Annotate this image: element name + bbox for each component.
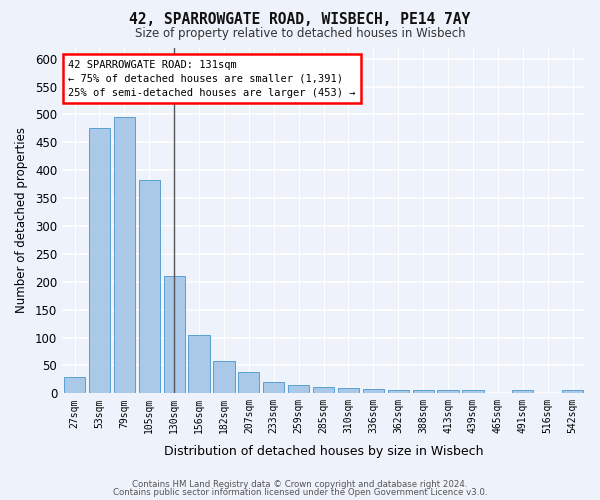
Bar (263, 382, 284, 394)
Bar (338, 388, 359, 394)
Bar (388, 390, 409, 394)
Text: Contains HM Land Registry data © Crown copyright and database right 2024.: Contains HM Land Registry data © Crown c… (132, 480, 468, 489)
X-axis label: Distribution of detached houses by size in Wisbech: Distribution of detached houses by size … (164, 444, 483, 458)
Bar (313, 386, 334, 394)
Bar (114, 117, 135, 394)
Bar (288, 386, 309, 394)
Bar (139, 180, 160, 394)
Bar (463, 390, 484, 394)
Text: Size of property relative to detached houses in Wisbech: Size of property relative to detached ho… (134, 28, 466, 40)
Bar (238, 372, 259, 394)
Bar (437, 390, 458, 394)
Bar (89, 128, 110, 394)
Bar (188, 336, 209, 394)
Bar (363, 389, 384, 394)
Bar (164, 276, 185, 394)
Text: Contains public sector information licensed under the Open Government Licence v3: Contains public sector information licen… (113, 488, 487, 497)
Text: 42, SPARROWGATE ROAD, WISBECH, PE14 7AY: 42, SPARROWGATE ROAD, WISBECH, PE14 7AY (130, 12, 470, 28)
Y-axis label: Number of detached properties: Number of detached properties (15, 128, 28, 314)
Bar (562, 390, 583, 394)
Bar (214, 362, 235, 394)
Bar (64, 376, 85, 394)
Bar (512, 390, 533, 394)
Text: 42 SPARROWGATE ROAD: 131sqm
← 75% of detached houses are smaller (1,391)
25% of : 42 SPARROWGATE ROAD: 131sqm ← 75% of det… (68, 60, 356, 98)
Bar (413, 390, 434, 394)
